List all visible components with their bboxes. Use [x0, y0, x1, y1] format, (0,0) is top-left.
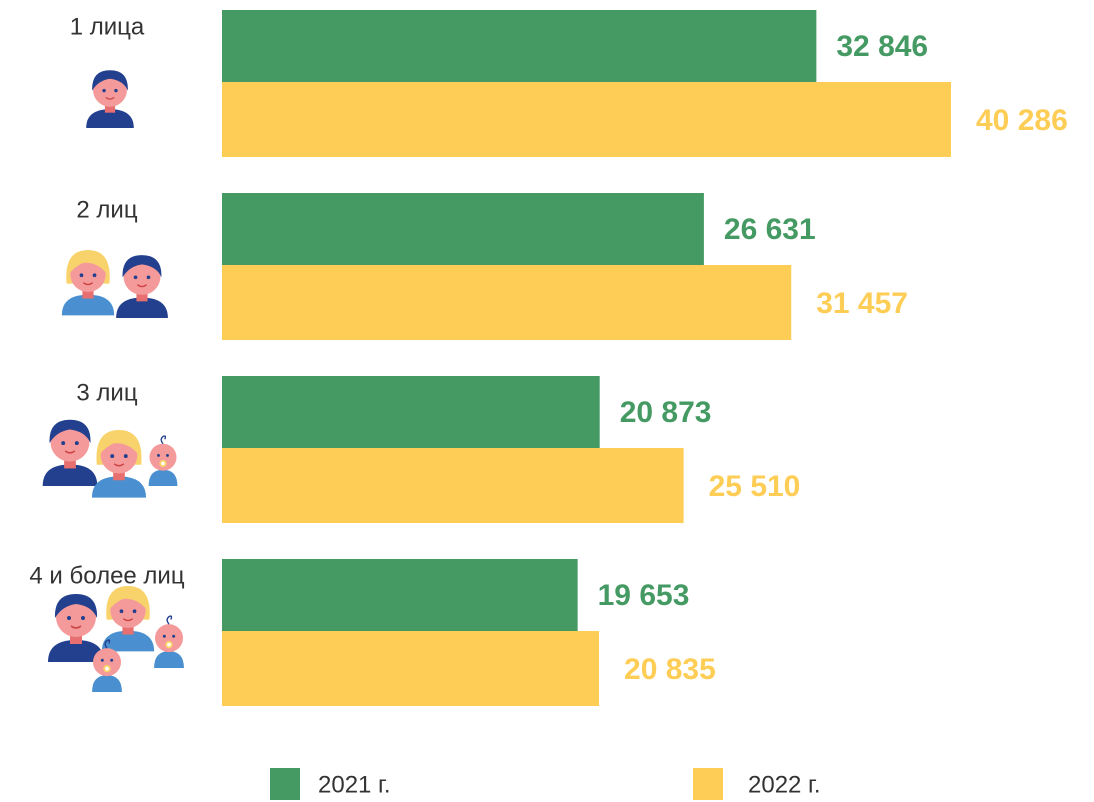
person-icon	[48, 594, 104, 662]
value-label: 26 631	[724, 213, 816, 246]
legend-swatch	[270, 768, 300, 800]
person-icon	[154, 616, 184, 668]
bar	[222, 559, 578, 634]
person-icon	[62, 250, 114, 315]
value-label: 25 510	[709, 470, 801, 503]
bar	[222, 10, 816, 85]
category-label: 2 лиц	[76, 196, 137, 223]
bar	[222, 376, 600, 451]
bar	[222, 631, 599, 706]
category-label: 3 лиц	[76, 379, 137, 406]
value-label: 31 457	[816, 287, 908, 320]
value-label: 40 286	[976, 104, 1068, 137]
person-icon	[86, 70, 134, 128]
value-label: 20 835	[624, 653, 716, 686]
person-icon	[43, 420, 98, 486]
value-label: 32 846	[836, 30, 928, 63]
person-icon	[149, 436, 178, 486]
page: 1 лица 32 846 40 286 2 лиц 26 631 31 457 3 лиц…	[0, 0, 1094, 802]
category-label: 4 и более лиц	[29, 562, 184, 589]
bar	[222, 265, 791, 340]
bar	[222, 193, 704, 268]
bar	[222, 448, 684, 523]
value-label: 19 653	[598, 579, 690, 612]
value-label: 20 873	[620, 396, 712, 429]
person-icon	[116, 255, 168, 318]
person-icon	[92, 430, 146, 498]
category-label: 1 лица	[70, 13, 145, 40]
bar	[222, 82, 951, 157]
legend-label: 2021 г.	[318, 771, 391, 798]
legend-label: 2022 г.	[748, 771, 821, 798]
legend-swatch	[693, 768, 723, 800]
chart: 1 лица 32 846 40 286 2 лиц 26 631 31 457 3 лиц…	[0, 0, 1094, 802]
